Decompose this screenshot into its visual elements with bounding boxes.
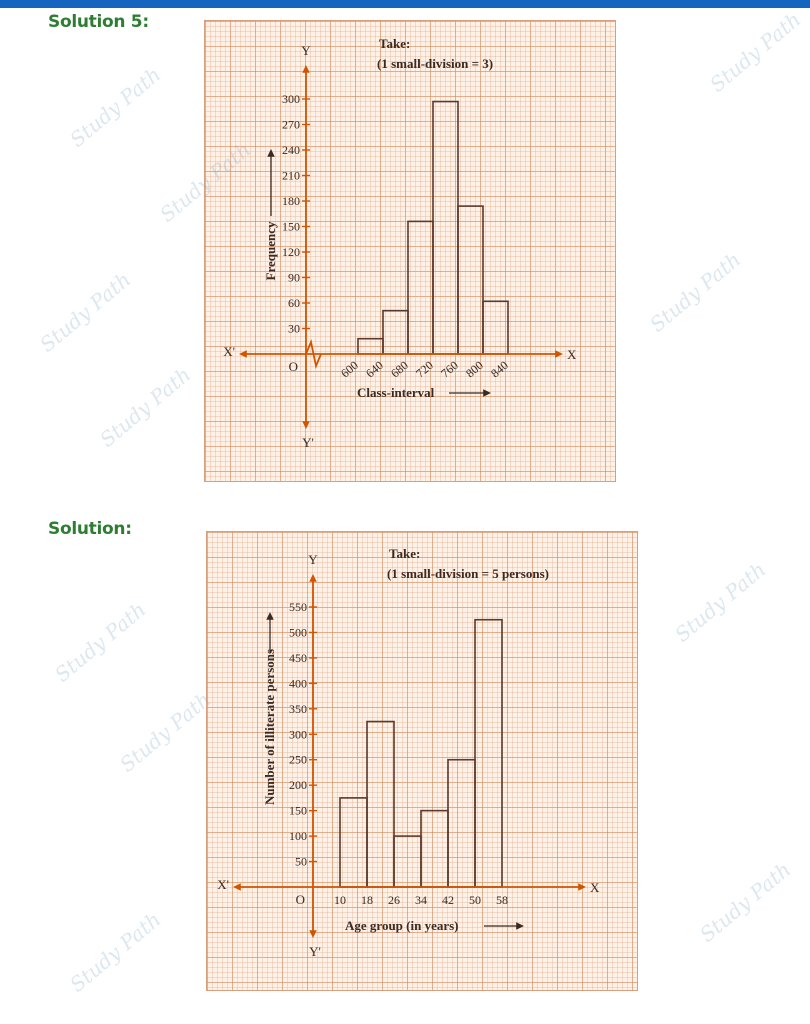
y-tick-label: 270	[282, 118, 300, 132]
histogram-bar-3	[407, 220, 434, 355]
x-axis-title-arrowhead	[516, 922, 524, 930]
x-axis-label-X-prime: X'	[223, 344, 235, 359]
scale-note-title: Take:	[389, 546, 420, 561]
y-axis-arrow	[302, 65, 310, 73]
x-axis-arrow	[578, 883, 586, 891]
y-axis-title: Number of illiterate persons	[262, 649, 277, 805]
y-tick-label: 300	[289, 727, 307, 741]
y-tick-label: 500	[289, 625, 307, 639]
histogram-bar-3	[393, 835, 422, 888]
watermark: Study Path	[65, 62, 166, 152]
scale-note: (1 small-division = 3)	[377, 56, 493, 71]
histogram-chart-frequency: 30 60 90 120 150 180 210 240 270 300 600 640 680 720 7…	[223, 36, 577, 450]
x-tick-label: 680	[388, 358, 411, 380]
y-axis-label-Y: Y	[308, 552, 318, 567]
y-tick-label: 550	[289, 600, 307, 614]
histogram-bar-4	[420, 809, 449, 888]
histogram-bar-2	[366, 720, 395, 888]
x-axis-neg-arrow	[239, 350, 247, 358]
histogram-bar-6	[474, 618, 503, 888]
origin-label: O	[296, 892, 305, 907]
x-tick-label: 58	[496, 893, 508, 907]
y-axis-label-Y-prime: Y'	[309, 944, 321, 959]
y-tick-label: 350	[289, 702, 307, 716]
heading-solution: Solution:	[48, 519, 132, 539]
x-tick-label: 760	[438, 358, 461, 380]
graph-paper-2: 50 100 150 200 250 300 350 400 450 500 550 10 18 26 34…	[206, 531, 638, 991]
y-axis-neg-arrow	[302, 421, 310, 429]
y-axis-title: Frequency	[263, 221, 278, 280]
axis-break-kink	[305, 338, 322, 370]
histogram-bar-5	[447, 758, 476, 888]
origin-label: O	[289, 359, 298, 374]
x-tick-label: 720	[413, 358, 436, 380]
scale-note: (1 small-division = 5 persons)	[387, 566, 549, 581]
graph-paper-1: 30 60 90 120 150 180 210 240 270 300 600 640 680 720 7…	[204, 20, 616, 482]
top-accent-bar	[0, 0, 810, 8]
heading-solution-5: Solution 5:	[48, 12, 149, 32]
scale-note-title: Take:	[379, 36, 410, 51]
y-tick-label: 400	[289, 676, 307, 690]
y-tick-label: 30	[288, 322, 300, 336]
y-axis-label-Y: Y	[301, 43, 311, 58]
y-axis-title-arrowhead	[267, 149, 275, 157]
y-tick-label: 200	[289, 778, 307, 792]
histogram-bar-4	[432, 100, 459, 355]
histogram-chart-illiterate-persons: 50 100 150 200 250 300 350 400 450 500 550 10 18 26 34…	[217, 546, 600, 959]
x-axis-title: Age group (in years)	[345, 918, 459, 933]
histogram-bar-2	[382, 309, 409, 355]
y-tick-label: 450	[289, 651, 307, 665]
x-tick-label: 800	[463, 358, 486, 380]
watermark: Study Path	[95, 362, 196, 452]
watermark: Study Path	[705, 7, 806, 97]
histogram-bar-1	[357, 337, 384, 355]
y-tick-label: 90	[288, 271, 300, 285]
y-tick-label: 50	[295, 855, 307, 869]
y-tick-label: 120	[282, 245, 300, 259]
watermark: Study Path	[50, 597, 151, 687]
watermark: Study Path	[115, 687, 216, 777]
watermark: Study Path	[695, 857, 796, 947]
y-tick-label: 250	[289, 753, 307, 767]
x-tick-label: 640	[363, 358, 386, 380]
histogram-bar-6	[482, 300, 509, 355]
y-tick-label: 100	[289, 829, 307, 843]
y-tick-label: 150	[282, 220, 300, 234]
x-tick-label: 18	[361, 893, 373, 907]
y-axis-arrow	[309, 574, 317, 582]
x-tick-label: 50	[469, 893, 481, 907]
y-tick-label: 60	[288, 296, 300, 310]
watermark: Study Path	[65, 907, 166, 997]
y-tick-label: 210	[282, 169, 300, 183]
x-axis-label-X: X	[590, 880, 600, 895]
histogram-bar-1	[339, 797, 368, 888]
x-axis-label-X-prime: X'	[217, 877, 229, 892]
y-tick-label: 240	[282, 143, 300, 157]
x-axis-label-X: X	[567, 347, 577, 362]
y-axis-label-Y-prime: Y'	[302, 435, 314, 450]
x-axis-neg-arrow	[233, 883, 241, 891]
x-axis-title-arrowhead	[483, 389, 491, 397]
x-axis-title: Class-interval	[357, 385, 435, 400]
watermark: Study Path	[645, 247, 746, 337]
y-tick-label: 150	[289, 804, 307, 818]
histogram-bar-5	[457, 205, 484, 355]
x-tick-label: 26	[388, 893, 400, 907]
x-tick-label: 840	[488, 358, 511, 380]
watermark: Study Path	[670, 557, 771, 647]
x-tick-label: 42	[442, 893, 454, 907]
watermark: Study Path	[35, 267, 136, 357]
y-axis-title-arrowhead	[266, 612, 274, 620]
y-axis-neg-arrow	[309, 930, 317, 938]
x-tick-label: 600	[338, 358, 361, 380]
y-tick-label: 180	[282, 194, 300, 208]
y-tick-label: 300	[282, 92, 300, 106]
x-axis-arrow	[555, 350, 563, 358]
x-tick-label: 10	[334, 893, 346, 907]
x-tick-label: 34	[415, 893, 427, 907]
